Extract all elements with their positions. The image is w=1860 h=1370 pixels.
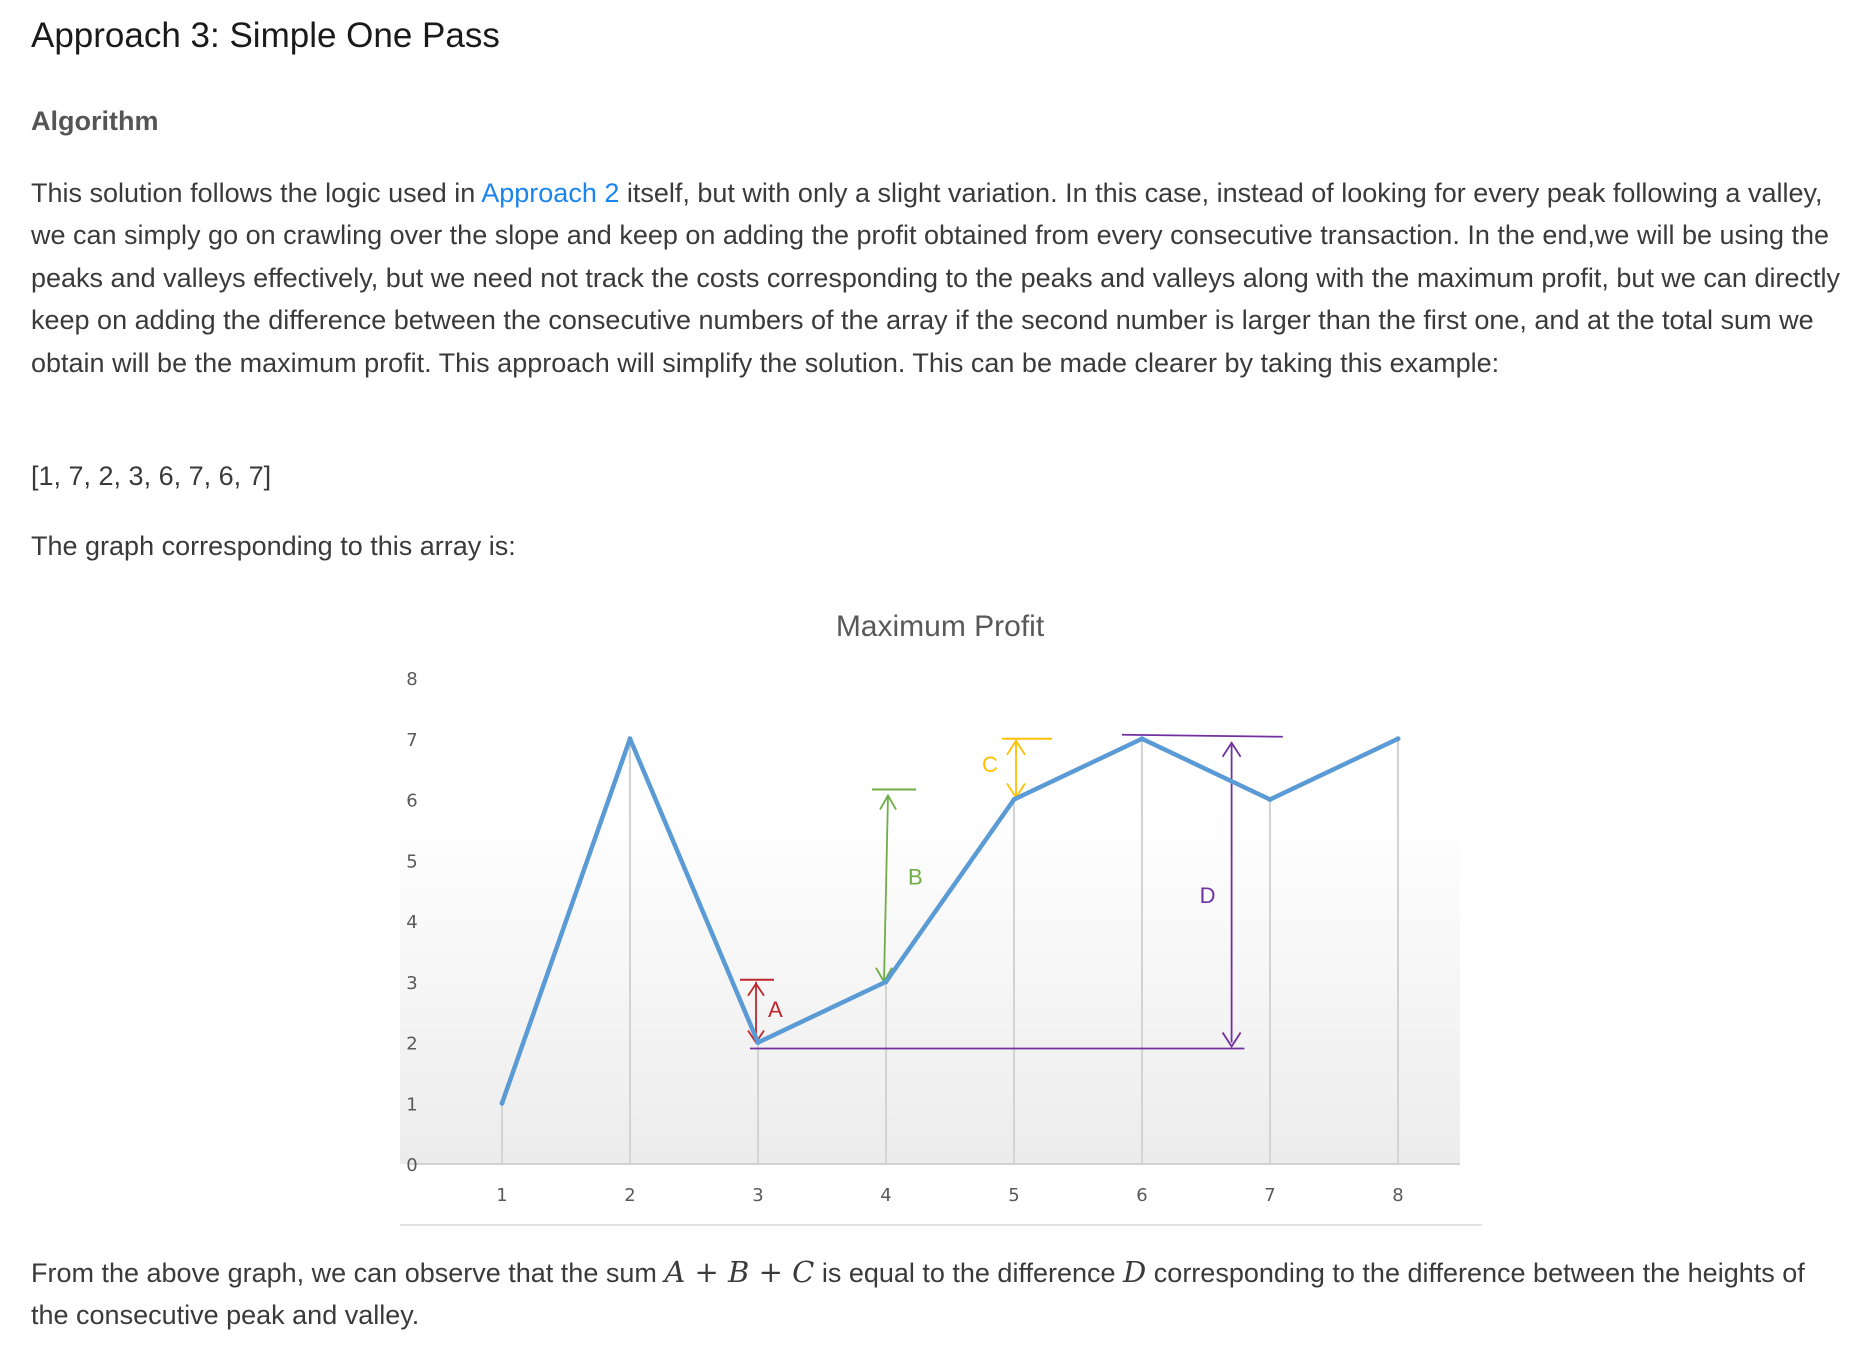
- math-a: A: [664, 1255, 686, 1289]
- annotation-d-label: D: [1200, 883, 1216, 908]
- x-tick-label: 2: [624, 1185, 635, 1206]
- x-tick-label: 4: [880, 1185, 891, 1206]
- annotation-d-topline: [1121, 733, 1283, 738]
- annotation-a-label: A: [768, 997, 783, 1022]
- data-point: [1267, 797, 1273, 802]
- math-plus: +: [758, 1255, 783, 1289]
- annotation-c-label: C: [982, 752, 998, 777]
- x-tick-label: 3: [752, 1185, 763, 1206]
- maximum-profit-chart: Maximum Profit 0 1 2 3 4 5 6 7 8 1 2 3 4 5 6 7 8 D A B C: [400, 610, 1482, 1226]
- plot-background: [400, 618, 1460, 1164]
- math-sum: A + B + C: [664, 1255, 814, 1289]
- math-c: C: [792, 1255, 815, 1289]
- data-point: [499, 1100, 505, 1106]
- y-tick-label: 7: [406, 730, 417, 751]
- x-tick-label: 1: [496, 1185, 507, 1206]
- page-title: Approach 3: Simple One Pass: [31, 16, 500, 55]
- conclusion-text-3: corresponding to the difference between …: [31, 1258, 1805, 1331]
- conclusion-paragraph: From the above graph, we can observe tha…: [31, 1251, 1841, 1337]
- data-point: [1011, 797, 1017, 802]
- data-point: [883, 979, 889, 985]
- math-plus: +: [694, 1255, 719, 1289]
- conclusion-text-1: From the above graph, we can observe tha…: [31, 1258, 665, 1288]
- approach-2-link[interactable]: Approach 2: [481, 178, 620, 208]
- y-tick-label: 5: [406, 851, 417, 872]
- y-tick-label: 0: [406, 1155, 417, 1176]
- data-point: [1139, 736, 1145, 742]
- x-tick-label: 6: [1136, 1185, 1147, 1206]
- data-point: [1395, 736, 1401, 742]
- annotation-c-arrowhead: [1006, 739, 1026, 756]
- annotation-d-arrowhead: [1221, 741, 1242, 758]
- x-tick-label: 7: [1264, 1185, 1275, 1206]
- section-heading: Algorithm: [31, 106, 159, 136]
- intro-text-before-link: This solution follows the logic used in: [31, 178, 482, 208]
- annotation-a-arrowhead: [747, 982, 765, 997]
- conclusion-text-2: is equal to the difference: [814, 1258, 1124, 1288]
- annotation-b-arrow: [883, 795, 889, 982]
- annotation-b-arrowhead: [879, 793, 897, 810]
- annotation-d-arrowhead: [1221, 1032, 1242, 1049]
- math-b: B: [728, 1255, 750, 1289]
- y-tick-label: 1: [406, 1094, 417, 1115]
- x-tick-label: 8: [1392, 1185, 1403, 1206]
- x-tick-label: 5: [1008, 1185, 1019, 1206]
- y-tick-label: 6: [406, 791, 417, 812]
- intro-text-after-link: itself, but with only a slight variation…: [31, 178, 1840, 378]
- price-series-line: [499, 736, 1401, 1106]
- y-tick-label: 4: [406, 912, 417, 933]
- y-tick-label: 2: [406, 1034, 417, 1055]
- data-point: [755, 1040, 761, 1045]
- y-tick-label: 8: [406, 669, 417, 690]
- example-array: [1, 7, 2, 3, 6, 7, 6, 7]: [31, 461, 272, 491]
- annotation-b-label: B: [908, 865, 923, 890]
- intro-paragraph: This solution follows the logic used in …: [31, 172, 1841, 384]
- math-d: D: [1123, 1255, 1147, 1289]
- y-tick-label: 3: [406, 973, 417, 994]
- data-point: [627, 736, 633, 742]
- chart-title: Maximum Profit: [836, 610, 1045, 643]
- graph-intro: The graph corresponding to this array is…: [31, 531, 516, 561]
